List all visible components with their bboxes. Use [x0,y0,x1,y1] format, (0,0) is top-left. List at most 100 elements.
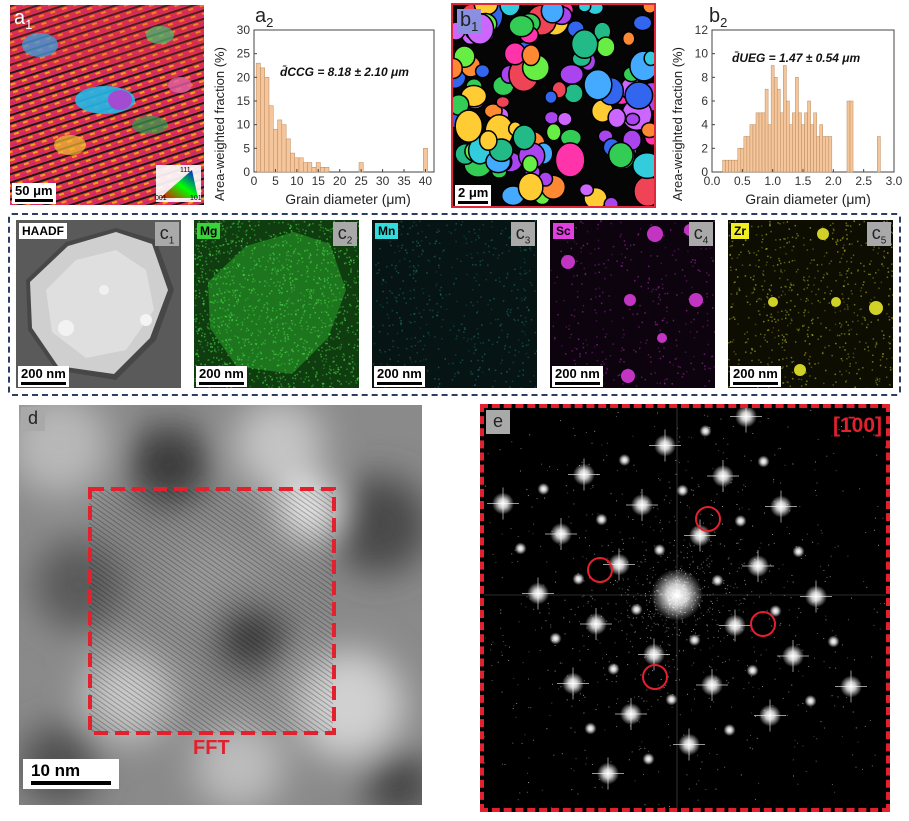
grain [643,50,654,67]
precipitate-spot [657,333,667,343]
panel-label-c3-sub: 3 [524,235,531,247]
scalebar-d-label: 10 nm [31,761,81,780]
grain [559,63,585,85]
grain [633,175,654,206]
ipf-key-101: 101 [190,195,202,202]
chart-a2-ytick-label: 0 [243,165,250,179]
grain [517,172,544,202]
chart-b2-bar [807,100,811,173]
panel-label-a1-sub: 1 [25,17,33,32]
superlattice-spot-circle [750,611,776,637]
chart-a2-ytick-label: 10 [237,118,251,132]
scalebar-c5-label: 200 nm [733,366,778,381]
scalebar-c3: 200 nm [374,366,425,387]
chart-b2-bar [798,112,802,173]
chart-b2-bar [731,159,736,173]
panel-label-a2-sub: 2 [266,15,274,30]
grain [570,29,599,59]
panel-label-c2-letter: c [337,223,347,243]
grain [607,141,634,169]
grain [595,36,616,58]
grain [642,5,654,15]
chart-b2-bar [764,88,769,173]
chart-b2-bar [725,159,729,173]
scalebar-c1: 200 nm [18,366,69,387]
chart-b2-bar [786,100,790,173]
diffraction-spot [595,513,608,526]
panel-d-hrtem: d FFT 10 nm [19,405,422,805]
panel-label-c3: c3 [511,222,535,247]
panel-label-d-letter: d [27,408,38,428]
panel-c4-sc-map: Sc c4 200 nm [550,220,715,388]
chart-a2-xtick-label: 35 [397,174,411,188]
diffraction-spot [699,425,712,437]
chart-b2-bar [822,136,826,173]
grain [632,151,654,180]
grain [578,182,595,197]
grain [474,63,491,79]
superlattice-spot-circle [695,506,721,532]
panel-c5-zr-map: Zr c5 200 nm [728,220,893,388]
diffraction-spot [572,573,585,585]
diffraction-spot [618,454,631,466]
panel-c1-haadf: HAADF c1 200 nm [16,220,181,388]
grain [577,5,592,13]
chart-a2-ytick-label: 5 [243,141,250,155]
chart-b2-bar [758,112,763,173]
panel-c3-mn-map: Mn c3 200 nm [372,220,537,388]
chart-b2-ytick-label: 2 [701,141,708,155]
diffraction-spot [827,635,840,648]
precipitate-spot [561,255,575,269]
diffraction-spot [746,664,759,677]
diffraction-spot [676,484,689,497]
panel-label-b1: b1 [457,9,482,34]
scalebar-c2: 200 nm [196,366,247,387]
chart-b2-bar [819,124,823,173]
chart-a2-xtick-label: 0 [251,174,258,188]
diffraction-spot [630,603,643,616]
chart-a2-xtick-label: 20 [333,174,347,188]
diffraction-spot [653,544,666,556]
chart-a2-xtick-label: 10 [290,174,304,188]
chart-b2-bar [737,148,742,173]
chart-b2-bar [734,159,739,173]
chart-b2-bar [813,112,817,173]
chart-b2-bar [761,112,766,173]
scalebar-c4-label: 200 nm [555,366,600,381]
panel-label-c2: c2 [333,222,357,247]
chart-b2-bar [846,100,851,173]
chart-b2-xtick-label: 3.0 [886,174,903,188]
panel-label-a1: a1 [14,7,32,32]
chart-b2-bar [849,100,854,173]
grain [632,14,653,32]
grain-map-b1 [453,5,654,206]
chart-b2-bar [789,124,793,173]
panel-label-c5: c5 [867,222,891,247]
chart-a2-bar [273,129,278,173]
panel-label-c3-letter: c [515,223,525,243]
chart-b2-bar [746,136,751,173]
chart-b2-bar [749,124,754,173]
chart-b2-xtick-label: 0.0 [704,174,721,188]
diffraction-spot [792,545,805,558]
panel-label-a1-letter: a [14,7,26,29]
chart-b2-bar [773,77,778,173]
panel-label-c5-sub: 5 [880,235,887,247]
chart-b2-bar [755,112,760,173]
chart-b2-xtick-label: 0.5 [734,174,751,188]
chart-a2-bar [285,138,291,173]
chart-a2-bar [264,77,270,173]
grain [625,112,641,126]
precipitate-spot [794,364,806,376]
scalebar-d: 10 nm [23,759,119,789]
scalebar-a1: 50 μm [12,183,56,204]
chart-b2-ytick-label: 10 [695,47,709,61]
chart-b2-bar [804,112,808,173]
panel-label-c1-letter: c [159,223,169,243]
grain [454,109,484,143]
chart-a2-xtick-label: 30 [376,174,390,188]
element-label-c3: Mn [375,223,399,239]
panel-label-b1-sub: 1 [471,19,479,34]
diffraction-spot [549,632,562,645]
